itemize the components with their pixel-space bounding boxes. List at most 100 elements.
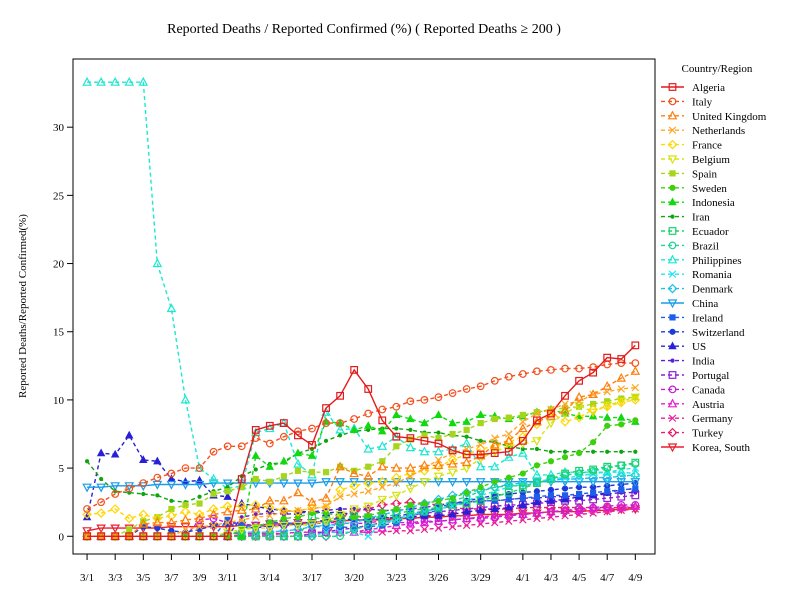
data-point [405,484,416,494]
data-point [589,465,598,474]
data-point [363,471,374,480]
data-point [182,501,189,509]
data-point [208,504,219,514]
legend-marker [667,139,678,150]
legend-label: Italy [692,96,713,108]
data-point [378,405,387,414]
data-point [617,355,626,363]
data-point [195,464,204,472]
data-point [505,517,513,525]
data-point [321,520,331,531]
data-point [293,458,303,468]
x-tick-label: 3/11 [218,572,237,584]
legend-marker [668,83,677,91]
data-point [490,376,499,385]
legend-item-canada: Canada [661,384,725,396]
data-point [82,527,92,537]
data-point [604,422,611,429]
data-point [477,484,484,491]
data-point [575,364,583,373]
legend-label: France [692,140,722,152]
legend-marker [667,110,678,120]
data-point [505,414,512,421]
legend-item-switzerland: Switzerland [661,327,745,339]
data-point [475,450,486,460]
data-point [448,501,457,509]
legend-item-korea-south: Korea, South [661,442,751,454]
data-point [603,353,612,362]
legend: Country/Region Algeria Italy United Kingdo… [661,63,767,454]
data-point [448,509,457,518]
data-point [138,76,149,86]
data-point [84,459,90,464]
data-point [237,442,246,451]
legend-label: Romania [692,269,732,281]
data-point [476,520,485,528]
legend-item-sweden: Sweden [661,183,727,195]
data-point [630,395,641,405]
y-tick-label: 25 [53,190,65,202]
data-point [503,435,514,445]
data-point [434,456,443,464]
data-point [462,385,471,393]
data-point [236,505,247,514]
data-point [251,434,260,442]
data-point [561,469,569,478]
data-point [335,478,345,487]
data-point [279,419,288,427]
data-point [224,516,231,524]
data-point [433,460,444,469]
data-point [209,447,218,456]
data-point [407,501,414,509]
x-tick-label: 4/7 [600,572,615,584]
data-point [391,472,402,483]
data-point [251,426,260,434]
y-tick-label: 10 [53,395,65,407]
legend-item-austria: Austria [661,398,725,411]
data-point [223,532,232,541]
data-point [547,366,555,374]
legend-item-india: India [661,356,715,368]
x-tick-label: 4/3 [544,572,559,584]
data-point [181,464,190,472]
legend-item-ireland: Ireland [661,312,724,324]
data-point [532,497,542,506]
data-point [632,417,639,424]
data-point [405,468,416,479]
data-point [365,512,372,519]
data-point [406,397,415,406]
data-point [448,418,457,427]
data-point [335,485,345,495]
data-point [308,509,316,517]
data-point [560,502,570,513]
data-point [617,501,626,509]
legend-item-algeria: Algeria [661,82,725,94]
data-point [463,489,470,496]
data-point [124,513,135,524]
data-point [518,510,527,519]
data-point [591,449,596,454]
legend-marker [667,443,678,453]
data-point [561,454,569,461]
data-point [322,469,330,476]
legend-label: India [692,356,715,368]
data-point [405,478,416,487]
data-point [518,436,527,445]
data-point [83,532,91,541]
data-point [589,390,597,399]
legend-item-spain: Spain [661,168,718,180]
data-point [461,457,472,467]
data-point [379,508,386,515]
data-point [321,478,331,487]
data-point [575,376,583,385]
data-point [519,480,527,489]
data-point [434,503,443,512]
data-point [265,524,275,534]
data-point [279,521,289,531]
series-line-us [86,434,636,520]
x-tick-label: 3/17 [302,572,322,584]
legend-item-belgium: Belgium [661,154,730,166]
data-point [152,258,163,268]
data-point [602,412,612,421]
data-point [436,430,441,435]
